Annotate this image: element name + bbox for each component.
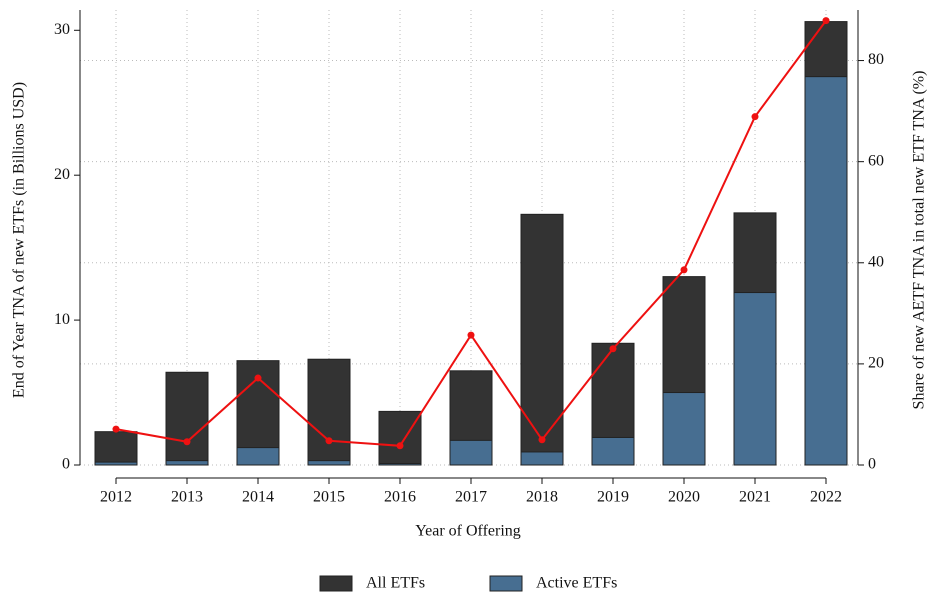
bar: [449, 439, 493, 466]
x-tick-label: 2014: [242, 489, 274, 506]
bar: [733, 292, 777, 466]
bar: [662, 392, 706, 466]
y2-tick-label: 60: [868, 152, 884, 169]
x-tick-label: 2019: [597, 489, 629, 506]
y2-tick-label: 20: [868, 355, 884, 372]
line-point: [254, 374, 262, 382]
bar: [520, 451, 564, 466]
x-tick-label: 2021: [739, 489, 771, 506]
bar: [520, 213, 564, 466]
x-tick-label: 2012: [100, 489, 132, 506]
bar: [94, 431, 138, 466]
legend-swatch: [319, 575, 353, 592]
y2-tick-label: 80: [868, 51, 884, 68]
y2-tick-label: 0: [868, 456, 876, 473]
bar: [236, 447, 280, 466]
y2-axis-label: Share of new AETF TNA in total new ETF T…: [911, 71, 928, 410]
bar: [165, 460, 209, 466]
line-point: [183, 438, 191, 446]
x-tick-label: 2016: [384, 489, 416, 506]
legend-label: Active ETFs: [536, 575, 617, 592]
x-tick-label: 2013: [171, 489, 203, 506]
y-tick-label: 20: [54, 166, 70, 183]
x-tick-label: 2018: [526, 489, 558, 506]
line-point: [609, 345, 617, 353]
bar: [378, 410, 422, 466]
bar: [591, 436, 635, 466]
line-point: [751, 113, 759, 121]
line-point: [325, 437, 333, 445]
x-tick-label: 2022: [810, 489, 842, 506]
legend-label: All ETFs: [366, 575, 425, 592]
x-tick-label: 2015: [313, 489, 345, 506]
line-point: [822, 17, 830, 25]
bar: [307, 358, 351, 466]
line-point: [467, 331, 475, 339]
y2-tick-label: 40: [868, 253, 884, 270]
y-tick-label: 30: [54, 21, 70, 38]
bar: [804, 76, 848, 466]
line-point: [680, 266, 688, 274]
x-axis-label: Year of Offering: [415, 523, 521, 540]
y-axis-label: End of Year TNA of new ETFs (in Billions…: [11, 82, 28, 398]
x-tick-label: 2017: [455, 489, 487, 506]
y-tick-label: 10: [54, 311, 70, 328]
x-tick-label: 2020: [668, 489, 700, 506]
line-point: [396, 442, 404, 450]
bar: [378, 463, 422, 466]
bar: [165, 371, 209, 466]
line-point: [538, 436, 546, 444]
legend-swatch: [489, 575, 523, 592]
line-point: [112, 425, 120, 433]
y-tick-label: 0: [62, 456, 70, 473]
bar: [94, 461, 138, 466]
bar: [307, 460, 351, 466]
